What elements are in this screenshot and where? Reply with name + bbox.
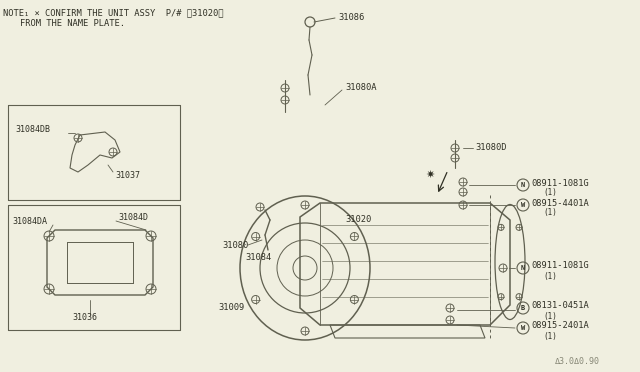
- Text: (1): (1): [543, 311, 557, 321]
- Text: Δ3.0Δ0.90: Δ3.0Δ0.90: [555, 357, 600, 366]
- Text: B: B: [521, 305, 525, 311]
- Text: 31020: 31020: [345, 215, 371, 224]
- Text: 31080D: 31080D: [475, 144, 506, 153]
- Text: N: N: [521, 265, 525, 271]
- Text: 08915-2401A: 08915-2401A: [531, 321, 589, 330]
- Text: (1): (1): [543, 331, 557, 340]
- Text: 31084DA: 31084DA: [12, 218, 47, 227]
- Text: 08131-0451A: 08131-0451A: [531, 301, 589, 311]
- Text: ✷: ✷: [426, 170, 435, 180]
- Text: (1): (1): [543, 189, 557, 198]
- Text: (1): (1): [543, 272, 557, 280]
- Text: 31009: 31009: [218, 302, 244, 311]
- Text: 31084: 31084: [245, 253, 271, 263]
- Text: 31084DB: 31084DB: [15, 125, 50, 135]
- Text: W: W: [521, 202, 525, 208]
- Text: NOTE₁ × CONFIRM THE UNIT ASSY  P/# 〘31020〙: NOTE₁ × CONFIRM THE UNIT ASSY P/# 〘31020…: [3, 9, 223, 17]
- Text: 31037: 31037: [115, 170, 140, 180]
- Text: 08911-1081G: 08911-1081G: [531, 179, 589, 187]
- Text: W: W: [521, 325, 525, 331]
- Text: FROM THE NAME PLATE.: FROM THE NAME PLATE.: [20, 19, 125, 28]
- Text: 08911-1081G: 08911-1081G: [531, 262, 589, 270]
- Text: 31036: 31036: [72, 314, 97, 323]
- Text: 31080: 31080: [222, 241, 248, 250]
- Text: (1): (1): [543, 208, 557, 218]
- Text: 08915-4401A: 08915-4401A: [531, 199, 589, 208]
- Text: 31086: 31086: [338, 13, 364, 22]
- Text: N: N: [521, 182, 525, 188]
- Text: 31084D: 31084D: [118, 214, 148, 222]
- Text: 31080A: 31080A: [345, 83, 376, 93]
